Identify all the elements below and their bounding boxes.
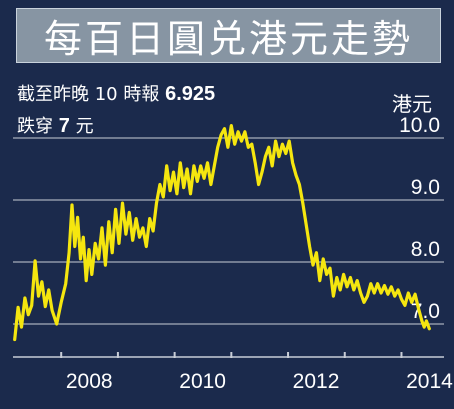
y-axis-unit-label: 港元 <box>392 92 432 116</box>
break-level-note: 跌穿 7 元 <box>17 112 94 138</box>
latest-rate-value: 6.925 <box>165 83 216 105</box>
y-tick-label: 9.0 <box>411 176 440 199</box>
chart-title-box: 每百日圓兑港元走勢 <box>16 8 441 63</box>
y-tick-label: 10.0 <box>399 114 440 137</box>
break-level-value: 7 <box>58 115 70 137</box>
latest-rate-note: 截至昨晚 10 時報 6.925 <box>17 80 215 106</box>
x-axis <box>13 352 444 358</box>
data-series <box>13 124 431 342</box>
y-tick-label: 7.0 <box>411 300 440 323</box>
x-tick-label: 2010 <box>179 370 226 393</box>
x-tick-label: 2008 <box>66 370 113 393</box>
chart-title: 每百日圓兑港元走勢 <box>43 17 413 61</box>
tick-labels: 7.0 8.0 9.0 10.0 2008 2010 2012 2014 <box>66 114 453 393</box>
y-tick-label: 8.0 <box>411 238 440 261</box>
x-tick-label: 2014 <box>406 370 453 393</box>
latest-rate-prefix: 截至昨晚 10 時報 <box>17 84 166 105</box>
x-tick-label: 2012 <box>293 370 340 393</box>
break-level-prefix: 跌穿 <box>17 116 59 137</box>
jpy-hkd-rate-line <box>13 124 431 342</box>
break-level-suffix: 元 <box>69 116 94 137</box>
